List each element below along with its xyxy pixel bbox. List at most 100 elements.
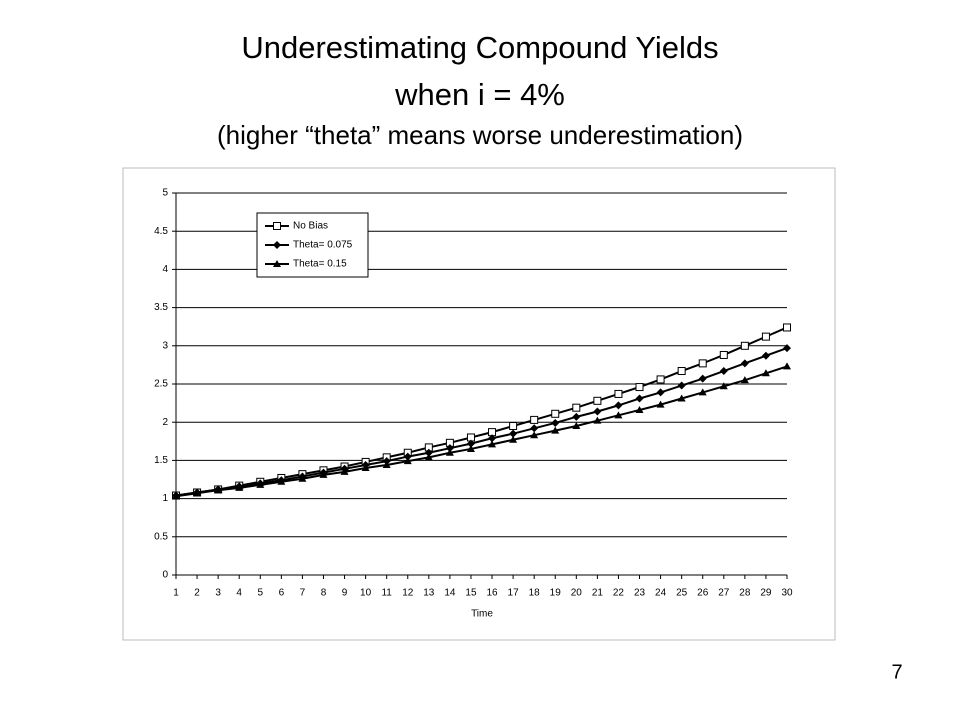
marker xyxy=(656,375,665,384)
title: Underestimating Compound Yields xyxy=(241,30,718,65)
marker xyxy=(298,474,307,482)
x-tick-label: 3 xyxy=(215,588,221,599)
x-tick-label: 26 xyxy=(697,588,709,599)
x-tick-label: 20 xyxy=(571,588,583,599)
x-tick-label: 25 xyxy=(676,588,688,599)
x-tick-label: 4 xyxy=(236,588,242,599)
title: when i = 4% xyxy=(394,77,565,112)
marker xyxy=(572,422,581,430)
marker xyxy=(403,452,412,461)
marker xyxy=(530,424,539,433)
subtitle: (higher “theta” means worse underestimat… xyxy=(217,120,743,150)
x-tick-label: 18 xyxy=(529,588,541,599)
marker xyxy=(761,351,770,360)
marker xyxy=(635,405,644,413)
slide-number: 7 xyxy=(891,661,902,683)
x-tick-label: 28 xyxy=(739,588,751,599)
marker xyxy=(656,400,665,408)
marker xyxy=(783,362,791,370)
marker xyxy=(593,416,602,424)
marker xyxy=(214,486,223,494)
marker xyxy=(740,359,749,368)
marker xyxy=(273,222,281,230)
legend-label: Theta= 0.15 xyxy=(293,259,347,270)
marker xyxy=(783,344,791,353)
y-tick-label: 3 xyxy=(162,340,168,351)
marker xyxy=(698,374,707,383)
marker xyxy=(677,367,686,376)
marker xyxy=(593,407,602,416)
x-tick-label: 14 xyxy=(444,588,456,599)
marker xyxy=(698,388,707,396)
marker xyxy=(572,412,581,421)
marker xyxy=(740,341,749,350)
y-tick-label: 0 xyxy=(162,570,168,581)
x-tick-label: 1 xyxy=(173,588,179,599)
marker xyxy=(273,241,281,249)
y-tick-label: 2 xyxy=(162,417,168,428)
y-tick-label: 4 xyxy=(162,264,168,275)
marker xyxy=(273,260,281,267)
x-tick-label: 11 xyxy=(381,588,392,599)
y-tick-label: 2.5 xyxy=(154,379,168,390)
marker xyxy=(488,434,497,443)
x-tick-label: 10 xyxy=(360,588,372,599)
y-tick-label: 4.5 xyxy=(154,226,168,237)
marker xyxy=(509,422,518,431)
marker xyxy=(719,382,728,390)
marker xyxy=(551,426,560,434)
x-tick-label: 9 xyxy=(342,588,348,599)
marker xyxy=(530,431,539,439)
marker xyxy=(635,383,644,392)
marker xyxy=(635,394,644,403)
x-tick-label: 23 xyxy=(634,588,646,599)
marker xyxy=(614,401,623,410)
marker xyxy=(761,369,770,377)
marker xyxy=(340,467,349,475)
x-tick-label: 2 xyxy=(194,588,200,599)
x-tick-label: 13 xyxy=(423,588,435,599)
marker xyxy=(193,489,202,497)
x-tick-label: 16 xyxy=(486,588,498,599)
y-tick-label: 0.5 xyxy=(154,531,168,542)
marker xyxy=(403,457,412,465)
marker xyxy=(445,444,454,453)
marker xyxy=(361,464,370,472)
marker xyxy=(235,483,244,491)
y-tick-label: 5 xyxy=(162,188,168,199)
x-tick-label: 12 xyxy=(402,588,414,599)
marker xyxy=(172,492,180,500)
marker xyxy=(551,409,560,418)
x-tick-label: 5 xyxy=(257,588,263,599)
y-tick-label: 1 xyxy=(162,493,168,504)
marker xyxy=(256,480,265,488)
marker xyxy=(277,477,286,485)
marker xyxy=(593,396,602,405)
marker xyxy=(530,415,539,424)
y-tick-label: 3.5 xyxy=(154,302,168,313)
legend-label: No Bias xyxy=(293,221,328,232)
x-tick-label: 15 xyxy=(465,588,477,599)
y-tick-label: 1.5 xyxy=(154,455,168,466)
x-tick-label: 17 xyxy=(508,588,520,599)
marker xyxy=(466,444,475,452)
x-tick-label: 19 xyxy=(550,588,562,599)
marker xyxy=(319,470,328,478)
marker xyxy=(677,381,686,390)
x-tick-label: 27 xyxy=(718,588,730,599)
x-tick-label: 21 xyxy=(592,588,604,599)
x-tick-label: 6 xyxy=(279,588,285,599)
series-line xyxy=(175,347,788,497)
series-line xyxy=(175,365,788,498)
marker xyxy=(614,411,623,419)
x-tick-label: 7 xyxy=(300,588,306,599)
marker xyxy=(509,435,518,443)
marker xyxy=(445,448,454,456)
marker xyxy=(740,376,749,384)
marker xyxy=(614,389,623,398)
marker xyxy=(466,439,475,448)
marker xyxy=(761,332,770,341)
marker xyxy=(719,367,728,376)
marker xyxy=(656,388,665,397)
